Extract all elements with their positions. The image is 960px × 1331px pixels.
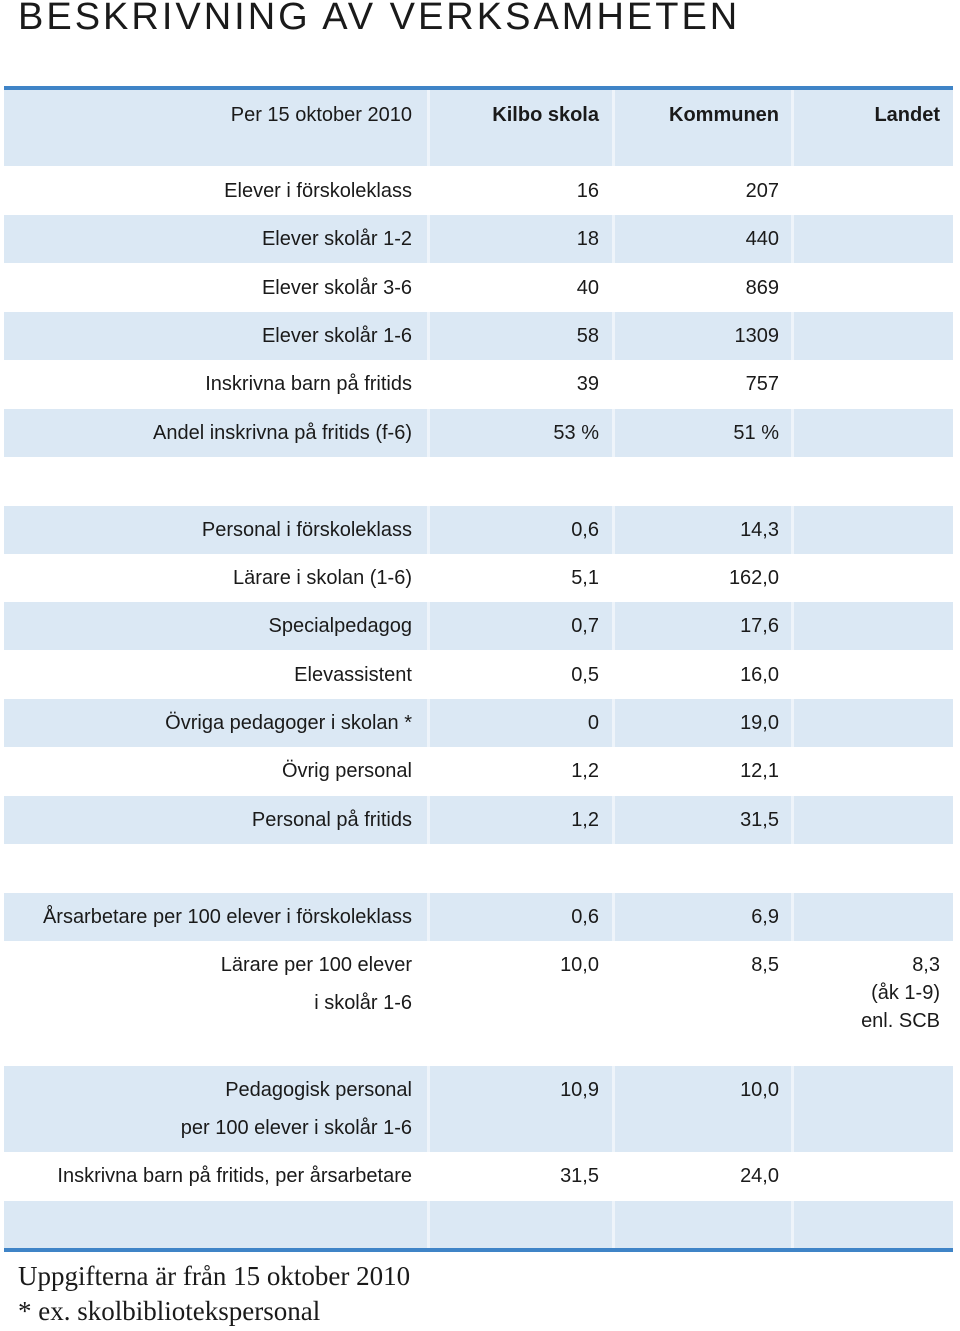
row-value-kommunen: 869 [745, 277, 779, 299]
header-date-label: Per 15 oktober 2010 [230, 104, 412, 126]
table-row: Elever skolår 1-6 58 1309 [4, 312, 953, 360]
row-value-kilbo: 10,0 [560, 954, 599, 976]
table-row: Personal i förskoleklass 0,6 14,3 [4, 506, 953, 554]
header-kilbo-skola: Kilbo skola [492, 104, 599, 126]
row-label-line1: Pedagogisk personal [225, 1079, 412, 1101]
table-row: Elever skolår 3-6 40 869 [4, 264, 953, 312]
table-row: Elever i förskoleklass 16 207 [4, 170, 953, 214]
row-value-kommunen: 24,0 [740, 1165, 779, 1187]
table-row: Andel inskrivna på fritids (f-6) 53 % 51… [4, 409, 953, 457]
row-value-landet-line3: enl. SCB [861, 1010, 940, 1032]
row-value-kommunen: 162,0 [728, 567, 779, 589]
row-value-kilbo: 40 [576, 277, 599, 299]
row-label-line2: i skolår 1-6 [314, 992, 412, 1014]
row-value-kommunen: 6,9 [751, 906, 779, 928]
row-value-kommunen: 207 [745, 180, 779, 202]
footer-footnote: * ex. skolbibliotekspersonal [18, 1296, 321, 1326]
row-label: Årsarbetare per 100 elever i förskolekla… [42, 906, 412, 928]
row-label: Personal på fritids [251, 809, 412, 831]
table-row: Övrig personal 1,2 12,1 [4, 747, 953, 795]
table-row: Inskrivna barn på fritids, per årsarbeta… [4, 1152, 953, 1200]
row-value-kommunen: 1309 [734, 325, 780, 347]
table-row: Inskrivna barn på fritids 39 757 [4, 360, 953, 408]
footer-source-note: Uppgifterna är från 15 oktober 2010 [18, 1261, 411, 1291]
row-label: Inskrivna barn på fritids [205, 373, 412, 395]
row-label: Elevassistent [294, 664, 412, 686]
table-row: Årsarbetare per 100 elever i förskolekla… [4, 893, 953, 941]
table-row: Specialpedagog 0,7 17,6 [4, 602, 953, 650]
row-value-kommunen: 51 % [733, 422, 779, 444]
table-row: Elevassistent 0,5 16,0 [4, 651, 953, 699]
row-value-kilbo: 58 [576, 325, 599, 347]
row-value-kilbo: 5,1 [571, 567, 599, 589]
row-value-kilbo: 18 [576, 228, 599, 250]
row-label-line1: Lärare per 100 elever [220, 954, 412, 976]
row-label: Övriga pedagoger i skolan * [165, 712, 412, 734]
row-value-landet-line2: (åk 1-9) [871, 982, 940, 1004]
row-value-kommunen: 440 [745, 228, 779, 250]
row-value-kilbo: 0,7 [571, 615, 599, 637]
row-label: Elever skolår 3-6 [261, 277, 412, 299]
row-value-kommunen: 12,1 [740, 760, 779, 782]
row-value-kilbo: 0 [587, 712, 599, 734]
row-label: Specialpedagog [268, 615, 412, 637]
table-bottom-rule [4, 1248, 953, 1252]
row-label: Elever skolår 1-6 [261, 325, 412, 347]
row-value-landet-line1: 8,3 [912, 954, 940, 976]
row-label: Elever skolår 1-2 [261, 228, 412, 250]
table-header-row: Per 15 oktober 2010 Kilbo skola Kommunen… [4, 90, 953, 166]
row-label: Andel inskrivna på fritids (f-6) [153, 422, 412, 444]
table-row-empty [4, 1201, 953, 1248]
table-row: Pedagogisk personal per 100 elever i sko… [4, 1066, 953, 1152]
row-value-kilbo: 0,5 [571, 664, 599, 686]
row-value-kilbo: 39 [576, 373, 599, 395]
row-label-line2: per 100 elever i skolår 1-6 [180, 1117, 412, 1139]
row-label: Elever i förskoleklass [224, 180, 412, 202]
row-value-kommunen: 16,0 [740, 664, 779, 686]
row-label: Övrig personal [281, 760, 412, 782]
row-value-kommunen: 31,5 [740, 809, 779, 831]
row-label: Lärare i skolan (1-6) [233, 567, 412, 589]
row-value-kommunen: 17,6 [740, 615, 779, 637]
row-value-kilbo: 1,2 [571, 809, 599, 831]
table-row: Lärare i skolan (1-6) 5,1 162,0 [4, 554, 953, 602]
row-value-kommunen: 14,3 [740, 519, 779, 541]
page-title: BESKRIVNING AV VERKSAMHETEN [18, 0, 741, 38]
row-value-kilbo: 0,6 [571, 906, 599, 928]
table-row: Elever skolår 1-2 18 440 [4, 215, 953, 263]
row-value-kilbo: 31,5 [560, 1165, 599, 1187]
table-row: Övriga pedagoger i skolan * 0 19,0 [4, 699, 953, 747]
row-label: Personal i förskoleklass [201, 519, 412, 541]
row-value-kommunen: 8,5 [751, 954, 779, 976]
row-value-kilbo: 53 % [553, 422, 599, 444]
row-value-kilbo: 16 [576, 180, 599, 202]
row-value-kommunen: 10,0 [740, 1079, 779, 1101]
row-value-kilbo: 0,6 [571, 519, 599, 541]
row-value-kilbo: 10,9 [560, 1079, 599, 1101]
header-kommunen: Kommunen [669, 104, 779, 126]
row-value-kilbo: 1,2 [571, 760, 599, 782]
row-value-kommunen: 757 [745, 373, 779, 395]
table-row: Lärare per 100 elever i skolår 1-6 10,0 … [4, 941, 953, 1065]
row-value-kommunen: 19,0 [740, 712, 779, 734]
table-top-rule [4, 86, 953, 90]
table-row: Personal på fritids 1,2 31,5 [4, 796, 953, 844]
header-landet: Landet [874, 104, 940, 126]
row-label: Inskrivna barn på fritids, per årsarbeta… [57, 1165, 412, 1187]
